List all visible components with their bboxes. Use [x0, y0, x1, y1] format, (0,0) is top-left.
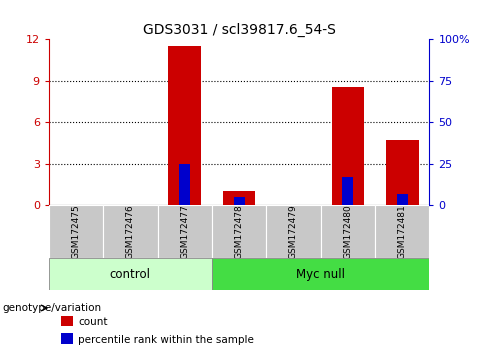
Bar — [223, 192, 255, 205]
Text: GSM172479: GSM172479 — [289, 205, 298, 259]
Bar — [212, 205, 266, 258]
Text: genotype/variation: genotype/variation — [2, 303, 102, 313]
Text: Myc null: Myc null — [296, 268, 345, 281]
Bar — [321, 205, 375, 258]
Bar — [266, 205, 321, 258]
Bar — [49, 205, 103, 258]
Bar — [179, 164, 190, 205]
Bar — [168, 46, 201, 205]
Bar — [397, 194, 407, 205]
Text: GSM172481: GSM172481 — [398, 205, 407, 259]
Bar — [343, 177, 353, 205]
Bar — [331, 87, 364, 205]
Text: GSM172478: GSM172478 — [235, 205, 244, 259]
Text: GSM172480: GSM172480 — [344, 205, 352, 259]
Text: GSM172477: GSM172477 — [180, 205, 189, 259]
Text: percentile rank within the sample: percentile rank within the sample — [78, 335, 254, 345]
Text: count: count — [78, 317, 107, 327]
Bar — [61, 333, 73, 344]
Bar — [212, 258, 429, 290]
Bar — [386, 140, 419, 205]
Bar — [61, 316, 73, 326]
Bar — [103, 205, 158, 258]
Bar — [49, 258, 212, 290]
Text: GSM172475: GSM172475 — [71, 205, 81, 259]
Title: GDS3031 / scl39817.6_54-S: GDS3031 / scl39817.6_54-S — [142, 22, 336, 36]
Text: GSM172476: GSM172476 — [126, 205, 135, 259]
Text: control: control — [110, 268, 151, 281]
Bar — [375, 205, 429, 258]
Bar — [158, 205, 212, 258]
Bar — [234, 197, 244, 205]
